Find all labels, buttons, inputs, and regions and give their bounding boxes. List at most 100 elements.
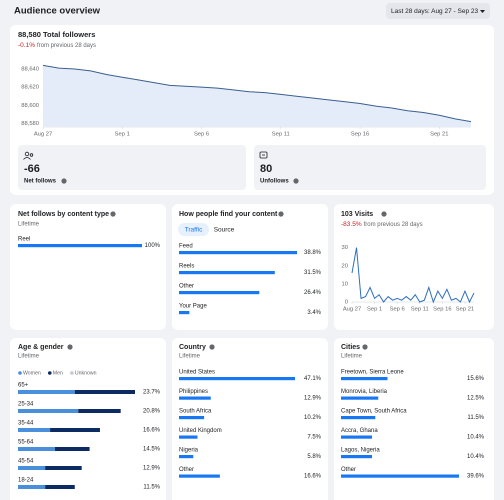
bar [18, 244, 142, 248]
bar [341, 455, 372, 459]
bar [179, 396, 211, 400]
net-follows-value: -66 [24, 163, 40, 175]
line [42, 64, 472, 123]
bar [341, 377, 388, 381]
bar-label: Lagos, Nigeria [341, 448, 380, 454]
value-label: 26.4% [304, 290, 322, 296]
x-tick-label: Sep 21 [456, 307, 474, 313]
legend-dot [47, 371, 52, 375]
unfollows-icon [259, 151, 268, 159]
value-label: 47.1% [304, 376, 322, 382]
info-icon[interactable] [209, 344, 215, 350]
info-icon[interactable] [278, 211, 284, 217]
value-label: 11.5% [143, 485, 160, 491]
bar [341, 396, 379, 400]
card-title: Net follows by content type [18, 211, 109, 218]
y-tick-label: 88,580 [21, 121, 39, 127]
y-tick-label: 20 [342, 263, 348, 269]
cities-bars: Freetown, Sierra Leone 15.6% Monrovia, Lib… [341, 370, 485, 480]
dropdown-arrow[interactable] [480, 10, 485, 13]
info-icon[interactable] [381, 211, 387, 217]
tab[interactable]: Source [214, 227, 235, 234]
info-icon[interactable] [110, 211, 116, 217]
bar-label: Other [179, 467, 194, 473]
bar [179, 435, 198, 439]
y-tick-label: 10 [342, 281, 348, 287]
change-value: -0.1% [18, 42, 35, 49]
y-tick-label: 88,640 [21, 67, 39, 73]
card [10, 204, 166, 330]
card [334, 204, 494, 330]
value-label: 12.9% [143, 466, 161, 472]
legend-dot [18, 371, 22, 375]
card-subtitle: Lifetime [341, 354, 363, 360]
bar-label: Nigeria [179, 448, 199, 454]
value-label: 12.5% [467, 396, 485, 402]
bar-segment [74, 390, 135, 394]
value-label: 20.8% [143, 409, 161, 415]
value-label: 3.4% [307, 310, 321, 316]
x-tick-label: Sep 6 [390, 307, 405, 313]
bar [179, 311, 190, 315]
bar-label: Your Page [179, 304, 207, 310]
followers-change: -0.1% from previous 28 days [18, 42, 96, 49]
bar-label: Reels [179, 264, 194, 270]
x-tick-label: Sep 6 [194, 132, 209, 138]
tab-active[interactable] [178, 223, 209, 236]
legend-label: Unknown [75, 370, 97, 376]
bar-label: United States [179, 370, 215, 376]
y-tick-label: 30 [342, 245, 348, 251]
bar [179, 251, 297, 255]
bar [341, 416, 376, 420]
bar-label: 18-24 [18, 478, 34, 484]
info-icon[interactable] [362, 344, 368, 350]
x-tick-label: Sep 16 [351, 132, 369, 138]
date-range[interactable]: Last 28 days: Aug 27 - Sep 23 [391, 8, 478, 15]
card [172, 204, 328, 330]
legend-dot [70, 371, 74, 375]
bar-segment [18, 390, 75, 394]
card-title: 103 Visits [341, 211, 373, 218]
x-tick-label: Sep 21 [430, 132, 448, 138]
net-follows-icon [23, 151, 34, 160]
bar [341, 435, 372, 439]
bar-label: 45-54 [18, 459, 34, 465]
x-tick-label: Sep 1 [115, 132, 130, 138]
area [43, 65, 471, 127]
info-icon[interactable] [61, 178, 67, 184]
bar [179, 416, 205, 420]
x-tick-label: Aug 27 [343, 307, 361, 313]
x-tick-label: Sep 1 [367, 307, 382, 313]
bar-segment [45, 485, 75, 489]
value-label: 100% [145, 243, 161, 249]
bar [341, 474, 459, 478]
bar-label: Cape Town, South Africa [341, 409, 407, 415]
bar-label: Freetown, Sierra Leone [341, 370, 404, 376]
followers-chart: 88,580 88,600 88,620 88,640 Aug 27 Sep 1 Sep 6… [21, 64, 472, 138]
card [10, 338, 166, 500]
value-label: 10.4% [467, 435, 485, 441]
tab[interactable]: Traffic [185, 227, 203, 234]
visits-chart: 0 10 20 30 Aug 27 Sep 1 Sep 6 Sep 11 Sep 16 Sep 2… [342, 245, 475, 313]
value-label: 5.8% [307, 454, 321, 460]
change-note: from previous 28 days [37, 43, 96, 49]
x-tick-label: Aug 27 [34, 132, 52, 138]
value-label: 39.6% [467, 474, 485, 480]
info-icon[interactable] [293, 178, 299, 184]
value-label: 10.4% [467, 454, 485, 460]
stat-box [18, 145, 246, 190]
country-bars: United States 47.1% Philippines 12.9% South … [179, 370, 322, 480]
bar-segment [50, 428, 100, 432]
bar-label: South Africa [179, 409, 212, 415]
net-follows-label: Net follows [24, 179, 57, 185]
card-subtitle: Lifetime [18, 222, 40, 228]
value-label: 10.2% [304, 415, 322, 421]
info-icon[interactable] [67, 344, 73, 350]
page-title: Audience overview [14, 6, 101, 17]
card-subtitle: Lifetime [179, 354, 201, 360]
bar-label: 55-64 [18, 440, 34, 446]
value-label: 15.6% [467, 376, 485, 382]
value-label: 31.5% [304, 270, 322, 276]
date-range-button[interactable] [386, 3, 490, 19]
